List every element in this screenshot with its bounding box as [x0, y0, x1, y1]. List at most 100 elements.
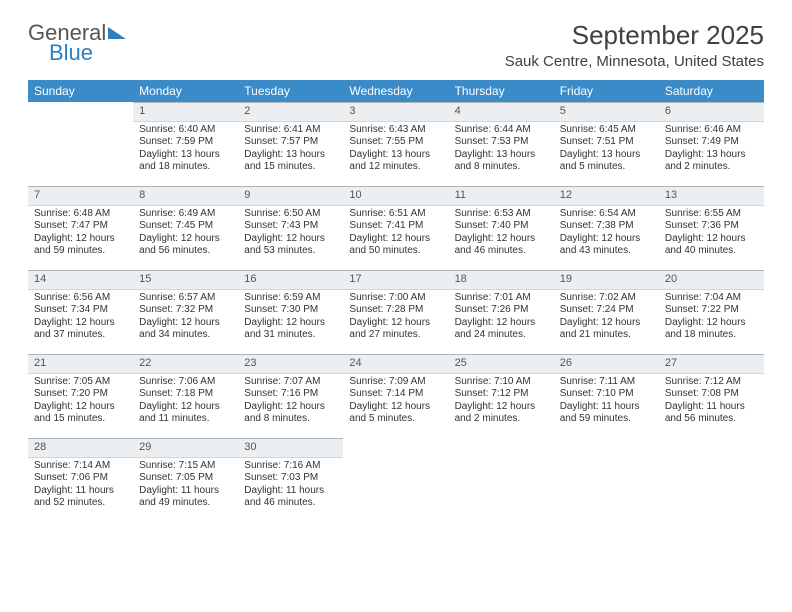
cell-body: Sunrise: 7:12 AMSunset: 7:08 PMDaylight:…	[659, 374, 764, 430]
cell-body: Sunrise: 7:11 AMSunset: 7:10 PMDaylight:…	[554, 374, 659, 430]
cell-body: Sunrise: 7:01 AMSunset: 7:26 PMDaylight:…	[449, 290, 554, 346]
calendar-cell: 14Sunrise: 6:56 AMSunset: 7:34 PMDayligh…	[28, 270, 133, 354]
sunrise-line: Sunrise: 7:00 AM	[349, 292, 442, 305]
calendar-cell: 7Sunrise: 6:48 AMSunset: 7:47 PMDaylight…	[28, 186, 133, 270]
day-number: 3	[343, 103, 448, 121]
cell-body: Sunrise: 6:53 AMSunset: 7:40 PMDaylight:…	[449, 206, 554, 262]
sunset-line: Sunset: 7:43 PM	[244, 220, 337, 233]
cell-body: Sunrise: 6:59 AMSunset: 7:30 PMDaylight:…	[238, 290, 343, 346]
sunrise-line: Sunrise: 7:10 AM	[455, 376, 548, 389]
day-number: 9	[238, 187, 343, 205]
calendar-cell: 8Sunrise: 6:49 AMSunset: 7:45 PMDaylight…	[133, 186, 238, 270]
daylight-line: Daylight: 11 hours and 56 minutes.	[665, 401, 758, 426]
day-number: 12	[554, 187, 659, 205]
sunrise-line: Sunrise: 7:11 AM	[560, 376, 653, 389]
daylight-line: Daylight: 12 hours and 59 minutes.	[34, 233, 127, 258]
sunset-line: Sunset: 7:10 PM	[560, 388, 653, 401]
calendar-week: 7Sunrise: 6:48 AMSunset: 7:47 PMDaylight…	[28, 186, 764, 270]
sunrise-line: Sunrise: 6:40 AM	[139, 124, 232, 137]
day-number: 4	[449, 103, 554, 121]
sunset-line: Sunset: 7:38 PM	[560, 220, 653, 233]
day-number: 16	[238, 271, 343, 289]
daylight-line: Daylight: 12 hours and 34 minutes.	[139, 317, 232, 342]
day-number: 30	[238, 439, 343, 457]
daylight-line: Daylight: 12 hours and 37 minutes.	[34, 317, 127, 342]
day-header: Monday	[133, 80, 238, 102]
calendar-cell: 16Sunrise: 6:59 AMSunset: 7:30 PMDayligh…	[238, 270, 343, 354]
cell-body: Sunrise: 6:48 AMSunset: 7:47 PMDaylight:…	[28, 206, 133, 262]
day-number: 8	[133, 187, 238, 205]
daylight-line: Daylight: 11 hours and 46 minutes.	[244, 485, 337, 510]
cell-body: Sunrise: 6:56 AMSunset: 7:34 PMDaylight:…	[28, 290, 133, 346]
sunrise-line: Sunrise: 7:14 AM	[34, 460, 127, 473]
cell-body: Sunrise: 7:09 AMSunset: 7:14 PMDaylight:…	[343, 374, 448, 430]
calendar-cell: 27Sunrise: 7:12 AMSunset: 7:08 PMDayligh…	[659, 354, 764, 438]
cell-body: Sunrise: 6:45 AMSunset: 7:51 PMDaylight:…	[554, 122, 659, 178]
day-number: 25	[449, 355, 554, 373]
sunrise-line: Sunrise: 7:07 AM	[244, 376, 337, 389]
cell-body: Sunrise: 6:51 AMSunset: 7:41 PMDaylight:…	[343, 206, 448, 262]
cell-body: Sunrise: 7:04 AMSunset: 7:22 PMDaylight:…	[659, 290, 764, 346]
daylight-line: Daylight: 12 hours and 40 minutes.	[665, 233, 758, 258]
sunset-line: Sunset: 7:59 PM	[139, 136, 232, 149]
daylight-line: Daylight: 12 hours and 11 minutes.	[139, 401, 232, 426]
calendar-cell: 4Sunrise: 6:44 AMSunset: 7:53 PMDaylight…	[449, 102, 554, 186]
sunrise-line: Sunrise: 6:49 AM	[139, 208, 232, 221]
sunrise-line: Sunrise: 6:56 AM	[34, 292, 127, 305]
daylight-line: Daylight: 12 hours and 50 minutes.	[349, 233, 442, 258]
sunrise-line: Sunrise: 6:43 AM	[349, 124, 442, 137]
cell-body: Sunrise: 6:49 AMSunset: 7:45 PMDaylight:…	[133, 206, 238, 262]
calendar-week: 14Sunrise: 6:56 AMSunset: 7:34 PMDayligh…	[28, 270, 764, 354]
day-header: Tuesday	[238, 80, 343, 102]
sunrise-line: Sunrise: 6:48 AM	[34, 208, 127, 221]
day-number: 28	[28, 439, 133, 457]
calendar-week: 21Sunrise: 7:05 AMSunset: 7:20 PMDayligh…	[28, 354, 764, 438]
day-number: 24	[343, 355, 448, 373]
calendar-cell: 11Sunrise: 6:53 AMSunset: 7:40 PMDayligh…	[449, 186, 554, 270]
cell-body: Sunrise: 7:07 AMSunset: 7:16 PMDaylight:…	[238, 374, 343, 430]
sunset-line: Sunset: 7:14 PM	[349, 388, 442, 401]
calendar-cell: 12Sunrise: 6:54 AMSunset: 7:38 PMDayligh…	[554, 186, 659, 270]
sunset-line: Sunset: 7:51 PM	[560, 136, 653, 149]
cell-body: Sunrise: 7:06 AMSunset: 7:18 PMDaylight:…	[133, 374, 238, 430]
day-number: 26	[554, 355, 659, 373]
day-header: Wednesday	[343, 80, 448, 102]
calendar-body: 1Sunrise: 6:40 AMSunset: 7:59 PMDaylight…	[28, 102, 764, 522]
sunset-line: Sunset: 7:06 PM	[34, 472, 127, 485]
calendar-cell: 20Sunrise: 7:04 AMSunset: 7:22 PMDayligh…	[659, 270, 764, 354]
calendar-cell: 24Sunrise: 7:09 AMSunset: 7:14 PMDayligh…	[343, 354, 448, 438]
calendar-page: General September 2025 Sauk Centre, Minn…	[0, 0, 792, 522]
day-number: 15	[133, 271, 238, 289]
daylight-line: Daylight: 12 hours and 53 minutes.	[244, 233, 337, 258]
cell-body: Sunrise: 6:55 AMSunset: 7:36 PMDaylight:…	[659, 206, 764, 262]
cell-body: Sunrise: 7:00 AMSunset: 7:28 PMDaylight:…	[343, 290, 448, 346]
calendar-cell: 3Sunrise: 6:43 AMSunset: 7:55 PMDaylight…	[343, 102, 448, 186]
day-number: 2	[238, 103, 343, 121]
sunset-line: Sunset: 7:05 PM	[139, 472, 232, 485]
day-number: 20	[659, 271, 764, 289]
calendar-cell: 28 Sunrise: 7:14 AMSunset: 7:06 PMDayligh…	[28, 438, 133, 522]
calendar-cell: 9Sunrise: 6:50 AMSunset: 7:43 PMDaylight…	[238, 186, 343, 270]
sunset-line: Sunset: 7:16 PM	[244, 388, 337, 401]
daylight-line: Daylight: 12 hours and 8 minutes.	[244, 401, 337, 426]
day-number: 18	[449, 271, 554, 289]
calendar-cell: 17Sunrise: 7:00 AMSunset: 7:28 PMDayligh…	[343, 270, 448, 354]
sunrise-line: Sunrise: 6:57 AM	[139, 292, 232, 305]
daylight-line: Daylight: 11 hours and 52 minutes.	[34, 485, 127, 510]
day-header: Friday	[554, 80, 659, 102]
cell-body: Sunrise: 6:50 AMSunset: 7:43 PMDaylight:…	[238, 206, 343, 262]
sunset-line: Sunset: 7:40 PM	[455, 220, 548, 233]
cell-body: Sunrise: 7:05 AMSunset: 7:20 PMDaylight:…	[28, 374, 133, 430]
brand-triangle-icon	[108, 27, 126, 39]
daylight-line: Daylight: 12 hours and 43 minutes.	[560, 233, 653, 258]
sunrise-line: Sunrise: 6:59 AM	[244, 292, 337, 305]
calendar-cell: 26Sunrise: 7:11 AMSunset: 7:10 PMDayligh…	[554, 354, 659, 438]
cell-body: Sunrise: 6:57 AMSunset: 7:32 PMDaylight:…	[133, 290, 238, 346]
daylight-line: Daylight: 12 hours and 46 minutes.	[455, 233, 548, 258]
calendar-cell	[554, 438, 659, 522]
daylight-line: Daylight: 13 hours and 8 minutes.	[455, 149, 548, 174]
sunrise-line: Sunrise: 7:15 AM	[139, 460, 232, 473]
sunset-line: Sunset: 7:34 PM	[34, 304, 127, 317]
sunrise-line: Sunrise: 7:06 AM	[139, 376, 232, 389]
sunset-line: Sunset: 7:53 PM	[455, 136, 548, 149]
